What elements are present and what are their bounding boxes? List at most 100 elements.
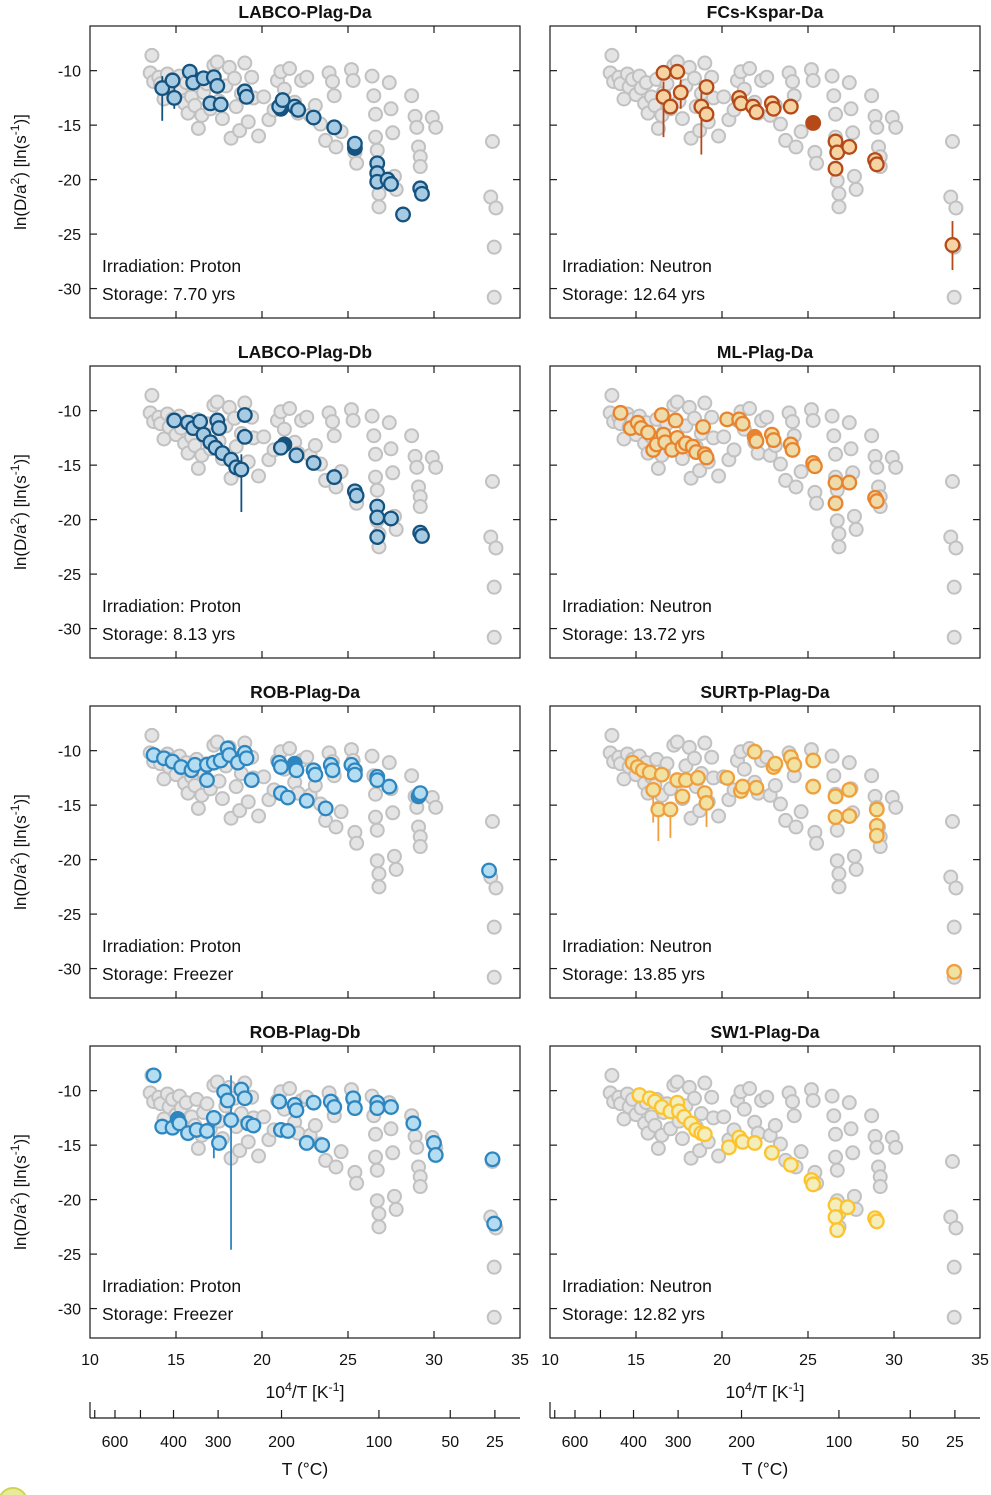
x-tick-label: 20 (713, 1352, 731, 1369)
highlight-marker (326, 469, 343, 486)
panel-title: LABCO-Plag-Da (238, 2, 371, 22)
background-marker (669, 1074, 685, 1090)
background-marker (385, 805, 401, 821)
y-tick-label: -15 (58, 458, 81, 475)
background-marker (385, 125, 401, 141)
background-marker (368, 1126, 384, 1142)
background-marker (805, 72, 821, 88)
highlight-marker (317, 800, 334, 817)
highlight-marker (271, 1093, 288, 1110)
background-marker (736, 761, 752, 777)
background-marker (704, 409, 720, 425)
highlight-marker (486, 1215, 503, 1232)
y-tick-label: -30 (58, 1302, 81, 1319)
highlight-marker (164, 72, 181, 89)
panel-surtp-plag-da: SURTp-Plag-Da Irradiation: Neutron Storage… (549, 682, 981, 999)
background-marker (190, 460, 206, 476)
panel-title: FCs-Kspar-Da (707, 2, 824, 22)
background-marker (864, 88, 880, 104)
background-marker (333, 1144, 349, 1160)
highlight-marker (279, 789, 296, 806)
storage-label: Storage: 13.85 yrs (562, 964, 705, 984)
highlight-marker (698, 795, 715, 811)
background-marker (736, 1101, 752, 1117)
irradiation-label: Irradiation: Neutron (562, 596, 712, 616)
background-marker (144, 727, 160, 743)
background-marker (282, 1080, 298, 1096)
background-marker (711, 808, 727, 824)
background-marker (486, 919, 502, 935)
y-tick-label: -25 (58, 567, 81, 584)
background-marker (368, 469, 384, 485)
background-marker (944, 473, 960, 489)
background-marker (326, 88, 342, 104)
highlight-marker (369, 509, 386, 526)
background-marker (404, 768, 420, 784)
highlight-marker (211, 1135, 227, 1151)
background-marker (946, 289, 962, 305)
highlight-marker (669, 63, 686, 80)
background-marker (759, 69, 775, 85)
highlight-marker (288, 447, 305, 464)
x-tick-label: 25 (339, 1352, 357, 1369)
highlight-marker (395, 206, 411, 223)
background-marker (674, 1131, 690, 1147)
irradiation-label: Irradiation: Neutron (562, 256, 712, 276)
highlight-marker (719, 769, 736, 786)
highlight-marker (698, 106, 715, 123)
highlight-marker (784, 441, 801, 458)
highlight-marker (272, 439, 289, 456)
x-tick-label: 15 (167, 1352, 185, 1369)
background-marker (846, 508, 862, 524)
temp-tick-label: 100 (826, 1434, 853, 1451)
background-marker (946, 579, 962, 595)
background-marker (412, 1179, 428, 1195)
highlight-marker (274, 92, 291, 109)
background-marker (888, 799, 904, 815)
background-marker (843, 441, 859, 457)
highlight-marker (662, 801, 679, 818)
highlight-marker (414, 528, 430, 544)
highlight-marker (827, 160, 844, 177)
highlight-marker (763, 1144, 780, 1161)
highlight-marker (145, 1067, 162, 1084)
background-marker (793, 124, 809, 140)
background-marker (232, 1143, 248, 1159)
background-marker (604, 727, 620, 743)
background-marker (318, 132, 334, 148)
background-marker (809, 155, 825, 171)
background-marker (349, 1175, 365, 1191)
background-marker (428, 119, 444, 135)
highlight-marker (748, 433, 765, 450)
background-marker (364, 408, 380, 424)
highlight-marker (298, 1135, 315, 1151)
highlight-marker (868, 1213, 885, 1230)
highlight-marker (166, 412, 183, 429)
background-marker (240, 1134, 256, 1150)
background-marker (369, 1162, 385, 1178)
background-marker (843, 1121, 859, 1137)
background-marker (371, 879, 387, 895)
background-marker (366, 428, 382, 444)
background-marker (716, 89, 732, 105)
background-marker (716, 429, 732, 445)
background-marker (484, 133, 500, 149)
highlight-marker (236, 1090, 253, 1107)
y-axis-label: ln(D/a2) [ln(s-1)] (8, 794, 30, 910)
background-marker (848, 861, 864, 877)
highlight-marker (805, 1176, 822, 1193)
background-marker (841, 75, 857, 91)
background-marker (692, 463, 708, 479)
highlight-marker (748, 104, 765, 121)
highlight-marker (805, 752, 822, 769)
background-marker (486, 289, 502, 305)
background-marker (604, 1067, 620, 1083)
background-marker (383, 101, 399, 117)
y-tick-label: -25 (58, 1247, 81, 1264)
highlight-marker (767, 755, 784, 772)
y-axis-label: ln(D/a2) [ln(s-1)] (8, 1134, 30, 1250)
background-marker (282, 400, 298, 416)
background-marker (368, 129, 384, 145)
background-marker (484, 813, 500, 829)
background-marker (240, 114, 256, 130)
